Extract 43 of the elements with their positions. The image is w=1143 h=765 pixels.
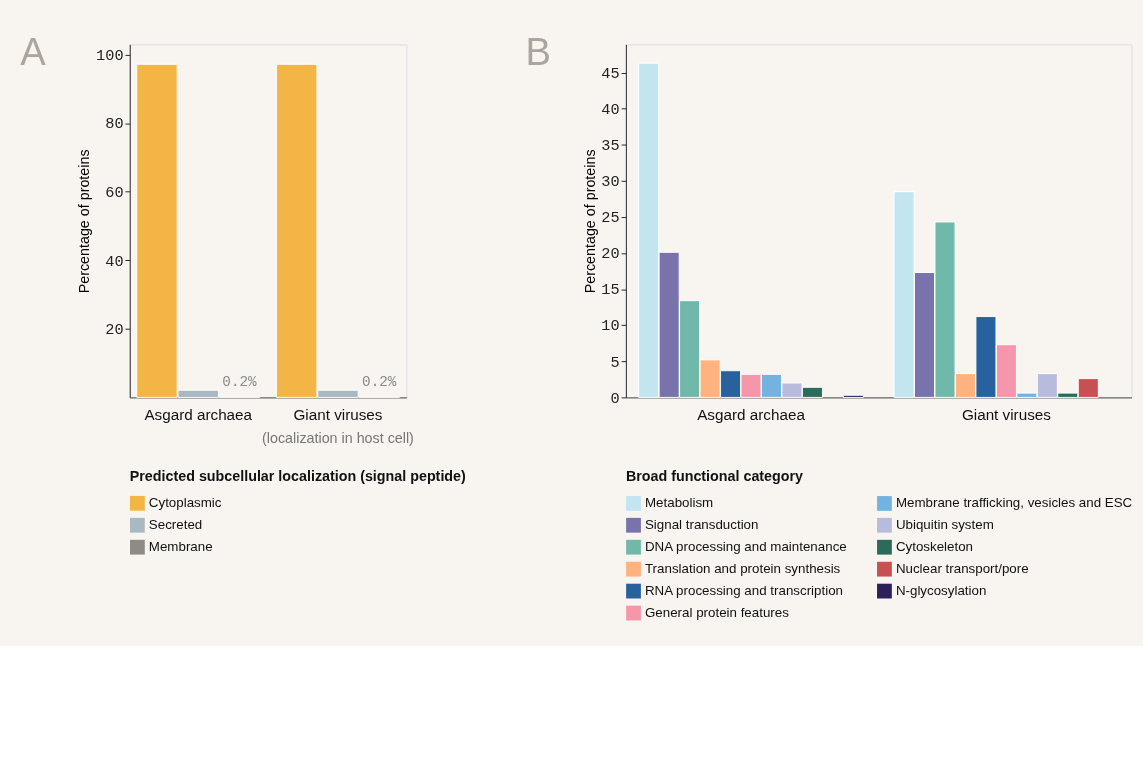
y-tick-label: 80 [105, 115, 124, 134]
legend-title: Broad functional category [625, 468, 804, 485]
legend-label: Metabolism [644, 495, 714, 511]
legend-label: Ubiquitin system [895, 517, 994, 533]
y-tick-label: 10 [601, 317, 620, 336]
y-tick-label: 40 [105, 252, 124, 271]
y-tick-label: 5 [610, 353, 620, 372]
y-tick-label: 30 [601, 173, 620, 192]
bar [842, 394, 864, 398]
legend-label: N-glycosylation [895, 582, 987, 598]
y-tick-label: 40 [601, 100, 620, 119]
legend-label: General protein features [644, 604, 790, 620]
legend-label: Nuclear transport/pore [895, 560, 1029, 576]
y-tick-label: 100 [96, 46, 124, 65]
legend-label: Translation and protein synthesis [644, 560, 841, 576]
legend-label: Cytoskeleton [895, 539, 974, 555]
y-tick-label: 45 [601, 64, 620, 83]
y-tick-label: 20 [105, 321, 124, 340]
legend-label: Signal transduction [644, 517, 759, 533]
x-tick-label: Asgard archaea [697, 405, 806, 423]
y-tick-label: 35 [601, 137, 620, 155]
legend-label: Membrane trafficking, vesicles and ESC [895, 495, 1133, 511]
legend-label: RNA processing and transcription [644, 582, 844, 598]
x-tick-label: Asgard archaea [144, 405, 253, 423]
y-tick-label: 25 [601, 209, 620, 228]
text: (localization in host cell) [262, 430, 414, 447]
data-label: 0.2% [222, 374, 258, 391]
legend-title: Predicted subcellular localization (signal peptide) [129, 468, 467, 485]
y-tick-label: 20 [601, 245, 620, 264]
y-tick-label: 60 [105, 184, 124, 203]
data-label: 0.2% [362, 374, 397, 391]
x-tick-label: Giant viruses [961, 405, 1052, 423]
legend-label: DNA processing and maintenance [644, 539, 847, 555]
y-tick-label: 15 [601, 281, 620, 300]
y-tick-label: 0 [610, 389, 620, 408]
legend-label: Secreted [148, 517, 203, 533]
chart-title: A [20, 30, 47, 74]
x-tick-label: Giant viruses [293, 405, 383, 423]
y-axis-title: Percentage of proteins [581, 149, 598, 294]
legend-label: Membrane [148, 539, 213, 555]
legend-label: Cytoplasmic [148, 495, 222, 511]
chart-title: B [525, 30, 551, 74]
y-axis-title: Percentage of proteins [76, 149, 93, 294]
